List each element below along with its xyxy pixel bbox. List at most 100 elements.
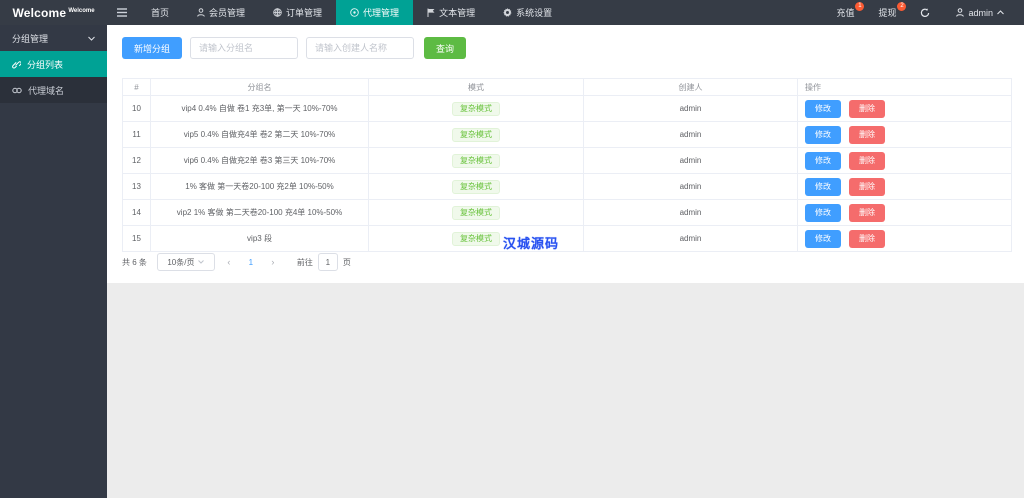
sidebar-group-label: 分组管理 bbox=[12, 33, 49, 44]
recharge-badge: 1 bbox=[855, 2, 865, 11]
creator-cell: admin bbox=[584, 174, 798, 199]
app-logo: Welcome Welcome bbox=[0, 0, 107, 25]
nav-label: 文本管理 bbox=[439, 8, 476, 18]
delete-button[interactable]: 删除 bbox=[849, 151, 885, 170]
table-row: 15 vip3 段 复杂模式 admin 修改 删除 bbox=[123, 226, 1011, 252]
row-index: 10 bbox=[123, 96, 151, 121]
creator-cell: admin bbox=[584, 148, 798, 173]
search-button[interactable]: 查询 bbox=[424, 37, 467, 59]
table-header-row: # 分组名 模式 创建人 操作 bbox=[123, 79, 1011, 96]
user-avatar-icon bbox=[956, 8, 965, 17]
nav-label: 代理管理 bbox=[363, 8, 400, 18]
goto-suffix: 页 bbox=[342, 257, 351, 267]
chevron-up-icon bbox=[997, 10, 1004, 15]
creator-cell: admin bbox=[584, 122, 798, 147]
recharge-label: 充值 bbox=[836, 8, 855, 18]
group-name-cell: vip3 段 bbox=[151, 226, 369, 251]
next-page-button[interactable]: › bbox=[271, 257, 275, 267]
delete-button[interactable]: 删除 bbox=[849, 229, 885, 248]
table-row: 11 vip5 0.4% 自做充4单 卷2 第二天 10%-70% 复杂模式 a… bbox=[123, 122, 1011, 148]
mode-tag: 复杂模式 bbox=[452, 231, 500, 246]
actions-cell: 修改 删除 bbox=[798, 226, 1011, 251]
withdraw-badge: 2 bbox=[897, 2, 907, 11]
link-icon bbox=[12, 60, 21, 69]
user-icon bbox=[197, 8, 205, 17]
delete-button[interactable]: 删除 bbox=[849, 99, 885, 118]
table-row: 12 vip6 0.4% 自做充2单 卷3 第三天 10%-70% 复杂模式 a… bbox=[123, 148, 1011, 174]
actions-cell: 修改 删除 bbox=[798, 96, 1011, 121]
nav-label: 会员管理 bbox=[209, 8, 246, 18]
group-name-cell: vip2 1% 客做 第二天卷20-100 充4单 10%-50% bbox=[151, 200, 369, 225]
toolbar: 新增分组 查询 bbox=[122, 37, 467, 59]
header-creator: 创建人 bbox=[584, 79, 798, 95]
header-mode: 模式 bbox=[369, 79, 584, 95]
edit-button[interactable]: 修改 bbox=[805, 203, 841, 222]
refresh-button[interactable] bbox=[908, 0, 942, 25]
nav-item-settings[interactable]: 系统设置 bbox=[489, 0, 566, 25]
actions-cell: 修改 删除 bbox=[798, 122, 1011, 147]
withdraw-button[interactable]: 提现 2 bbox=[866, 0, 908, 25]
logo-superscript: Welcome bbox=[68, 7, 95, 14]
sidebar-item-group-list[interactable]: 分组列表 bbox=[0, 51, 107, 77]
page-size-value: 10条/页 bbox=[167, 257, 195, 267]
user-menu[interactable]: admin bbox=[942, 0, 1014, 25]
delete-button[interactable]: 删除 bbox=[849, 177, 885, 196]
mode-tag: 复杂模式 bbox=[452, 127, 500, 142]
mode-cell: 复杂模式 bbox=[369, 200, 584, 225]
nav-item-home[interactable]: 首页 bbox=[137, 0, 183, 25]
main-content: 新增分组 查询 # 分组名 模式 创建人 操作 10 vip4 0.4% 自做 … bbox=[107, 25, 1024, 498]
order-globe-icon bbox=[273, 8, 282, 17]
table-row: 14 vip2 1% 客做 第二天卷20-100 充4单 10%-50% 复杂模… bbox=[123, 200, 1011, 226]
prev-page-button[interactable]: ‹ bbox=[227, 257, 231, 267]
page-size-select[interactable]: 10条/页 bbox=[156, 253, 215, 271]
row-index: 11 bbox=[123, 122, 151, 147]
gear-icon bbox=[503, 8, 512, 17]
row-index: 14 bbox=[123, 200, 151, 225]
creator-name-input[interactable] bbox=[306, 37, 415, 59]
sidebar-item-label: 代理域名 bbox=[28, 85, 65, 96]
group-name-cell: vip5 0.4% 自做充4单 卷2 第二天 10%-70% bbox=[151, 122, 369, 147]
domain-link-icon bbox=[12, 87, 22, 94]
nav-item-agents[interactable]: 代理管理 bbox=[336, 0, 414, 25]
current-page[interactable]: 1 bbox=[248, 257, 254, 267]
group-name-cell: vip6 0.4% 自做充2单 卷3 第三天 10%-70% bbox=[151, 148, 369, 173]
menu-toggle-button[interactable] bbox=[107, 0, 137, 25]
edit-button[interactable]: 修改 bbox=[805, 151, 841, 170]
sidebar-submenu: 分组列表 代理域名 bbox=[0, 51, 107, 103]
nav-label: 系统设置 bbox=[516, 8, 553, 18]
group-name-input[interactable] bbox=[190, 37, 299, 59]
sidebar-group-management[interactable]: 分组管理 bbox=[0, 25, 107, 51]
groups-table: # 分组名 模式 创建人 操作 10 vip4 0.4% 自做 卷1 充3单, … bbox=[122, 78, 1012, 252]
creator-cell: admin bbox=[584, 226, 798, 251]
actions-cell: 修改 删除 bbox=[798, 200, 1011, 225]
hamburger-icon bbox=[117, 8, 127, 17]
edit-button[interactable]: 修改 bbox=[805, 99, 841, 118]
header-actions: 操作 bbox=[805, 82, 821, 92]
row-index: 12 bbox=[123, 148, 151, 173]
flag-icon bbox=[427, 8, 435, 17]
recharge-button[interactable]: 充值 1 bbox=[824, 0, 866, 25]
edit-button[interactable]: 修改 bbox=[805, 229, 841, 248]
topbar: Welcome Welcome 首页 会员管理 订单管理 代理管理 bbox=[0, 0, 1024, 25]
goto-page: 前往 页 bbox=[297, 253, 351, 271]
row-index: 15 bbox=[123, 226, 151, 251]
chevron-down-icon bbox=[88, 36, 95, 41]
table-body: 10 vip4 0.4% 自做 卷1 充3单, 第一天 10%-70% 复杂模式… bbox=[123, 96, 1011, 252]
delete-button[interactable]: 删除 bbox=[849, 203, 885, 222]
add-group-button[interactable]: 新增分组 bbox=[122, 37, 183, 59]
edit-button[interactable]: 修改 bbox=[805, 177, 841, 196]
delete-button[interactable]: 删除 bbox=[849, 125, 885, 144]
sidebar-item-agent-domain[interactable]: 代理域名 bbox=[0, 77, 107, 103]
goto-page-input[interactable] bbox=[317, 253, 338, 271]
group-name-cell: vip4 0.4% 自做 卷1 充3单, 第一天 10%-70% bbox=[151, 96, 369, 121]
refresh-icon bbox=[920, 7, 930, 18]
nav-item-orders[interactable]: 订单管理 bbox=[259, 0, 336, 25]
nav-label: 订单管理 bbox=[286, 8, 323, 18]
row-index: 13 bbox=[123, 174, 151, 199]
edit-button[interactable]: 修改 bbox=[805, 125, 841, 144]
actions-cell: 修改 删除 bbox=[798, 148, 1011, 173]
nav-item-text[interactable]: 文本管理 bbox=[413, 0, 489, 25]
nav-label: 首页 bbox=[151, 8, 170, 18]
table-row: 10 vip4 0.4% 自做 卷1 充3单, 第一天 10%-70% 复杂模式… bbox=[123, 96, 1011, 122]
nav-item-members[interactable]: 会员管理 bbox=[183, 0, 259, 25]
